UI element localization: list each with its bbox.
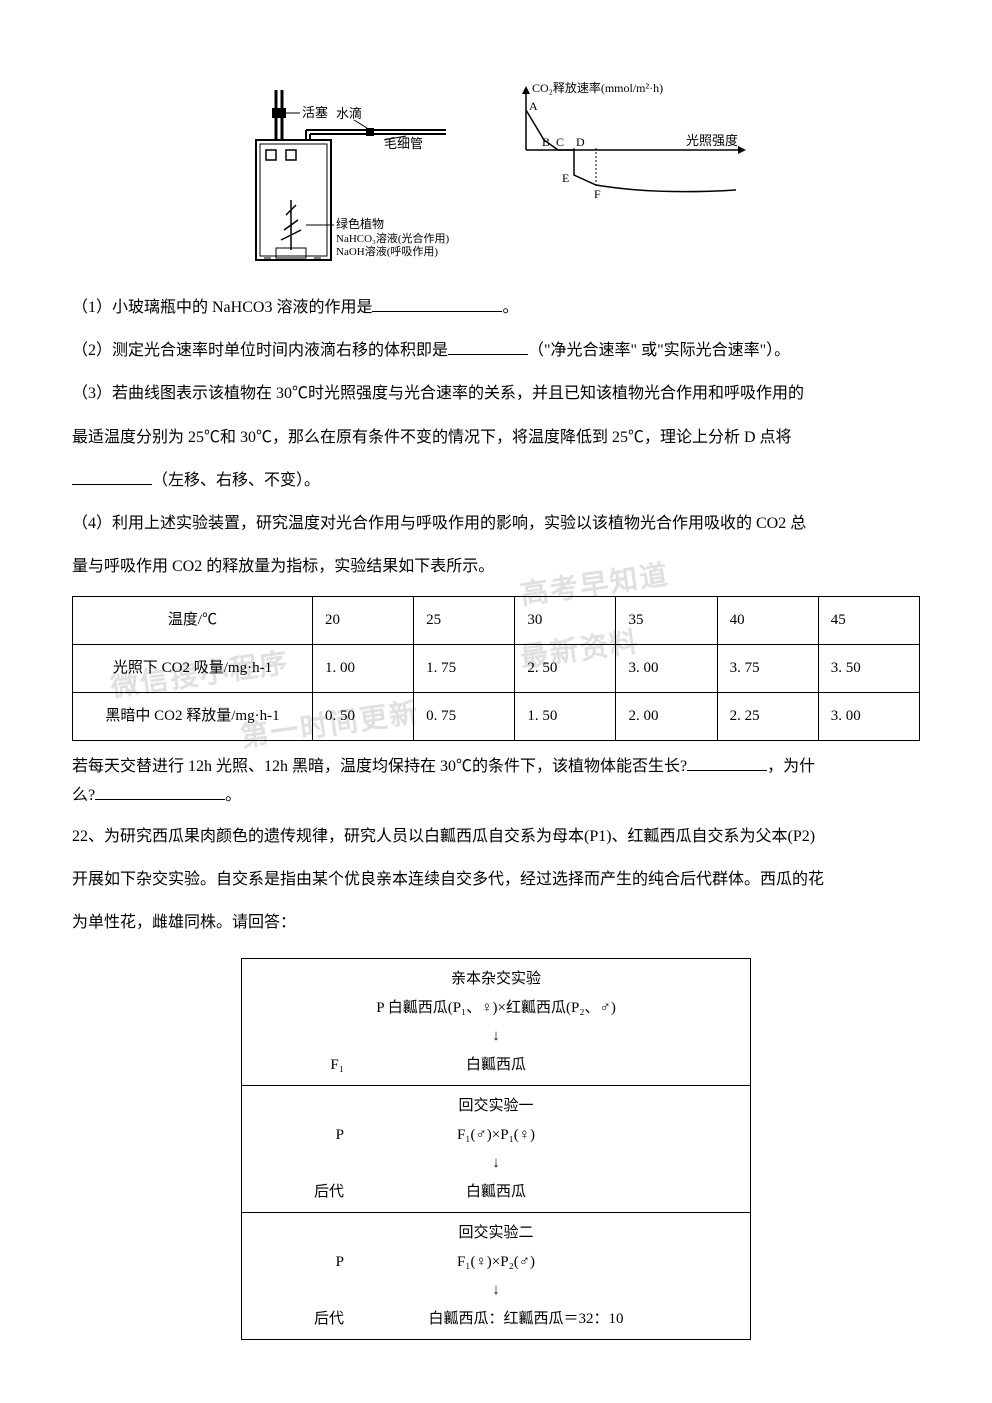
point-e: E — [562, 171, 569, 185]
section1-f1-label: F₁ — [254, 1051, 344, 1080]
q2-post: （"净光合速率" 或"实际光合速率"）。 — [528, 342, 790, 359]
section2-p-cross: F₁(♂)×P₁(♀) — [344, 1121, 648, 1150]
section3-title: 回交实验二 — [254, 1219, 738, 1248]
section1-p: P 白瓤西瓜(P₁、♀)×红瓤西瓜(P₂、♂) — [254, 994, 738, 1023]
q4-follow-post: 么? — [72, 787, 95, 804]
table-cell: 2. 50 — [515, 645, 616, 693]
apparatus-diagram: 活塞 水滴 毛细管 绿色植物 NaHCO₃溶液(光合作用) NaOH溶液(呼吸作… — [236, 80, 456, 270]
naoh-label: NaOH溶液(呼吸作用) — [336, 244, 438, 258]
cross-section-1: 亲本杂交实验 P 白瓤西瓜(P₁、♀)×红瓤西瓜(P₂、♂) ↓ F₁ 白瓤西瓜 — [242, 959, 751, 1086]
question-4-followup: 若每天交替进行 12h 光照、12h 黑暗，温度均保持在 30℃的条件下，该植物… — [72, 753, 920, 811]
section2-title: 回交实验一 — [254, 1092, 738, 1121]
q2-text: （2）测定光合速率时单位时间内液滴右移的体积即是 — [72, 342, 448, 359]
question-2: （2）测定光合速率时单位时间内液滴右移的体积即是 （"净光合速率" 或"实际光合速… — [72, 333, 920, 368]
table-cell: 3. 75 — [717, 645, 818, 693]
table-header-cell: 20 — [313, 597, 414, 645]
table-cell: 3. 50 — [818, 645, 919, 693]
question-1: （1）小玻璃瓶中的 NaHCO3 溶液的作用是 。 — [72, 290, 920, 325]
table-cell: 黑暗中 CO2 释放量/mg·h-1 — [73, 693, 313, 741]
section3-p-cross: F₁(♀)×P₂(♂) — [344, 1248, 648, 1277]
section2-p-label: P — [254, 1121, 344, 1150]
q4-follow-mid: ，为什 — [767, 758, 815, 775]
cross-section-3: 回交实验二 P F₁(♀)×P₂(♂) ↓ 后代 白瓤西瓜：红瓤西瓜＝32：10 — [242, 1213, 751, 1340]
y-axis-label: CO₂释放速率(mmol/m²·h) — [532, 80, 663, 95]
cross-section-2: 回交实验一 P F₁(♂)×P₁(♀) ↓ 后代 白瓤西瓜 — [242, 1086, 751, 1213]
q4-blank2 — [95, 784, 225, 800]
table-header-cell: 30 — [515, 597, 616, 645]
question-22-line2: 开展如下杂交实验。自交系是指由某个优良亲本连续自交多代，经过选择而产生的纯合后代… — [72, 862, 920, 897]
capillary-label: 毛细管 — [384, 136, 423, 151]
point-f: F — [594, 187, 601, 201]
light-intensity-chart: CO₂释放速率(mmol/m²·h) 光照强度 A B C D E F — [496, 80, 756, 210]
table-cell: 0. 75 — [414, 693, 515, 741]
point-d: D — [576, 135, 585, 149]
figure-row: 活塞 水滴 毛细管 绿色植物 NaHCO₃溶液(光合作用) NaOH溶液(呼吸作… — [72, 80, 920, 270]
section3-p-label: P — [254, 1248, 344, 1277]
cross-experiment-table: 亲本杂交实验 P 白瓤西瓜(P₁、♀)×红瓤西瓜(P₂、♂) ↓ F₁ 白瓤西瓜… — [241, 958, 751, 1340]
stopper-label: 活塞 — [302, 105, 328, 120]
point-c: C — [556, 135, 564, 149]
q4-follow-pre: 若每天交替进行 12h 光照、12h 黑暗，温度均保持在 30℃的条件下，该植物… — [72, 758, 687, 775]
table-cell: 3. 00 — [818, 693, 919, 741]
section1-f1-result: 白瓤西瓜 — [344, 1051, 648, 1080]
table-header-cell: 25 — [414, 597, 515, 645]
temperature-data-table: 温度/℃ 20 25 30 35 40 45 光照下 CO2 吸量/mg·h-1… — [72, 596, 920, 741]
table-header-row: 温度/℃ 20 25 30 35 40 45 — [73, 597, 920, 645]
question-22-line1: 22、为研究西瓜果肉颜色的遗传规律，研究人员以白瓤西瓜自交系为母本(P1)、红瓤… — [72, 819, 920, 854]
section3-off-label: 后代 — [254, 1305, 344, 1334]
question-4-line1: （4）利用上述实验装置，研究温度对光合作用与呼吸作用的影响，实验以该植物光合作用… — [72, 506, 920, 541]
question-3-line3: （左移、右移、不变）。 — [72, 463, 920, 498]
section2-off-result: 白瓤西瓜 — [344, 1178, 648, 1207]
q4-blank1 — [687, 755, 767, 771]
q1-blank — [372, 296, 502, 312]
table-cell: 2. 25 — [717, 693, 818, 741]
table-cell: 光照下 CO2 吸量/mg·h-1 — [73, 645, 313, 693]
question-3-line1: （3）若曲线图表示该植物在 30℃时光照强度与光合速率的关系，并且已知该植物光合… — [72, 376, 920, 411]
question-22-line3: 为单性花，雌雄同株。请回答： — [72, 905, 920, 940]
q3-post: （左移、右移、不变）。 — [152, 472, 320, 489]
q3-blank — [72, 469, 152, 485]
section1-title: 亲本杂交实验 — [254, 965, 738, 994]
table-cell: 0. 50 — [313, 693, 414, 741]
droplet-label: 水滴 — [336, 106, 362, 121]
table-cell: 1. 75 — [414, 645, 515, 693]
table-header-cell: 温度/℃ — [73, 597, 313, 645]
nahco3-label: NaHCO₃溶液(光合作用) — [336, 231, 450, 245]
table-row: 光照下 CO2 吸量/mg·h-1 1. 00 1. 75 2. 50 3. 0… — [73, 645, 920, 693]
q2-blank — [448, 339, 528, 355]
question-3-line2: 最适温度分别为 25℃和 30℃，那么在原有条件不变的情况下，将温度降低到 25… — [72, 420, 920, 455]
table-cell: 3. 00 — [616, 645, 717, 693]
point-b: B — [542, 135, 550, 149]
point-a: A — [529, 99, 538, 113]
arrow-icon: ↓ — [254, 1149, 738, 1178]
plant-label: 绿色植物 — [336, 216, 384, 231]
table-cell: 1. 00 — [313, 645, 414, 693]
table-header-cell: 45 — [818, 597, 919, 645]
arrow-icon: ↓ — [254, 1022, 738, 1051]
q1-post: 。 — [502, 299, 518, 316]
q1-text: （1）小玻璃瓶中的 NaHCO3 溶液的作用是 — [72, 299, 372, 316]
question-4-line2: 量与呼吸作用 CO2 的释放量为指标，实验结果如下表所示。 — [72, 549, 920, 584]
table-cell: 1. 50 — [515, 693, 616, 741]
q4-follow-end: 。 — [225, 787, 241, 804]
x-axis-label: 光照强度 — [686, 133, 738, 148]
section3-off-result: 白瓤西瓜：红瓤西瓜＝32：10 — [344, 1305, 708, 1334]
table-cell: 2. 00 — [616, 693, 717, 741]
table-header-cell: 40 — [717, 597, 818, 645]
table-header-cell: 35 — [616, 597, 717, 645]
section2-off-label: 后代 — [254, 1178, 344, 1207]
table-row: 黑暗中 CO2 释放量/mg·h-1 0. 50 0. 75 1. 50 2. … — [73, 693, 920, 741]
arrow-icon: ↓ — [254, 1276, 738, 1305]
